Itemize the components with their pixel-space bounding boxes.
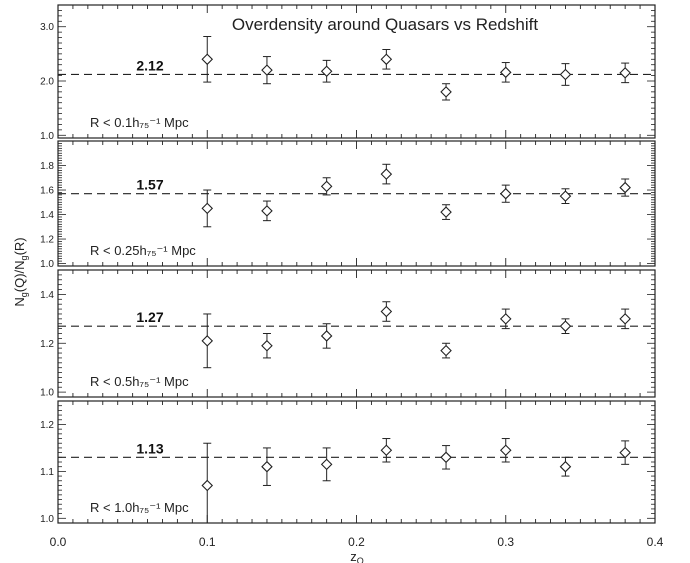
y-tick-label: 1.0 — [40, 388, 54, 399]
y-label-part: N — [12, 297, 27, 306]
y-tick-label: 1.1 — [40, 467, 54, 478]
data-point — [559, 460, 572, 473]
data-point — [320, 180, 333, 193]
panel-1: 1.0 2.0 3.0 2.12 R < 0.1h₇₅⁻¹ Mpc — [40, 4, 656, 142]
data-point — [619, 67, 631, 79]
x-axis: 0.0 0.1 0.2 0.3 0.4 — [50, 535, 664, 549]
data-point — [261, 460, 273, 473]
data-point — [380, 305, 393, 318]
data-point — [261, 205, 273, 217]
y-tick-label: 1.0 — [40, 259, 54, 270]
data-point — [201, 479, 214, 492]
reference-value-label: 1.57 — [136, 177, 163, 193]
panel-radius-label: R < 1.0h₇₅⁻¹ Mpc — [90, 500, 189, 515]
data-point — [499, 187, 512, 200]
y-tick-label: 3.0 — [40, 22, 54, 33]
reference-value-label: 1.13 — [136, 440, 163, 456]
data-point — [380, 53, 393, 66]
data-point — [440, 451, 452, 464]
data-point — [619, 446, 631, 459]
data-point — [320, 458, 333, 471]
data-point — [499, 444, 512, 457]
y-label-subscript: g — [19, 255, 29, 260]
data-point — [201, 53, 214, 66]
y-tick-label: 2.0 — [40, 77, 54, 88]
y-tick-label: 1.2 — [40, 235, 54, 246]
y-axis-label: Ng(Q)/Ng(R) — [12, 237, 29, 306]
panel-radius-label: R < 0.5h₇₅⁻¹ Mpc — [90, 374, 189, 389]
data-point — [440, 206, 452, 218]
x-tick-label: 0.2 — [348, 535, 365, 549]
panel-4: 1.0 1.1 1.2 1.13 R < 1.0h₇₅⁻¹ Mpc — [40, 400, 656, 525]
y-label-subscript: g — [19, 292, 29, 297]
panels-group: 1.02.03.02.12R < 0.1h₇₅⁻¹ Mpc1.01.21.41.… — [40, 4, 656, 525]
y-label-part: (Q)/N — [12, 260, 27, 292]
data-point — [619, 181, 631, 194]
data-point — [201, 335, 214, 347]
x-axis-label: zQ — [350, 549, 364, 563]
y-label-part: (R) — [12, 237, 27, 255]
data-point — [499, 313, 512, 325]
x-tick-label: 0.1 — [199, 535, 216, 549]
panel-radius-label: R < 0.25h₇₅⁻¹ Mpc — [90, 243, 196, 258]
y-tick-label: 1.8 — [40, 161, 54, 172]
y-tick-label: 1.0 — [40, 514, 54, 525]
data-point — [261, 339, 273, 352]
data-point — [380, 444, 393, 457]
data-point — [559, 190, 572, 202]
y-tick-label: 1.2 — [40, 339, 54, 350]
y-tick-label: 1.2 — [40, 420, 54, 431]
y-tick-label: 1.6 — [40, 186, 54, 197]
reference-value-label: 2.12 — [136, 57, 163, 73]
panel-radius-label: R < 0.1h₇₅⁻¹ Mpc — [90, 115, 189, 130]
x-label-part: z — [350, 549, 357, 563]
x-tick-label: 0.0 — [50, 535, 67, 549]
data-point — [261, 64, 273, 76]
data-point — [499, 66, 512, 79]
data-point — [320, 330, 333, 342]
data-point — [320, 65, 333, 78]
y-tick-label: 1.4 — [40, 210, 54, 221]
data-point — [559, 320, 572, 332]
y-tick-label: 1.0 — [40, 131, 54, 142]
data-point — [201, 202, 214, 215]
data-point — [619, 313, 631, 325]
panel-3: 1.0 1.2 1.4 1.27 R < 0.5h₇₅⁻¹ Mpc — [40, 269, 656, 399]
data-point — [559, 68, 572, 81]
reference-value-label: 1.27 — [136, 309, 163, 325]
x-label-subscript: Q — [357, 556, 364, 563]
y-tick-label: 1.4 — [40, 290, 54, 301]
data-point — [440, 344, 452, 357]
panel-2: 1.0 1.2 1.4 1.6 1.8 1.57 R < 0.25h₇₅⁻¹ Mpc — [40, 140, 656, 270]
data-point — [380, 168, 393, 180]
x-tick-label: 0.4 — [647, 535, 664, 549]
data-point — [440, 86, 452, 98]
x-tick-label: 0.3 — [497, 535, 514, 549]
chart-title: Overdensity around Quasars vs Redshift — [232, 15, 538, 34]
